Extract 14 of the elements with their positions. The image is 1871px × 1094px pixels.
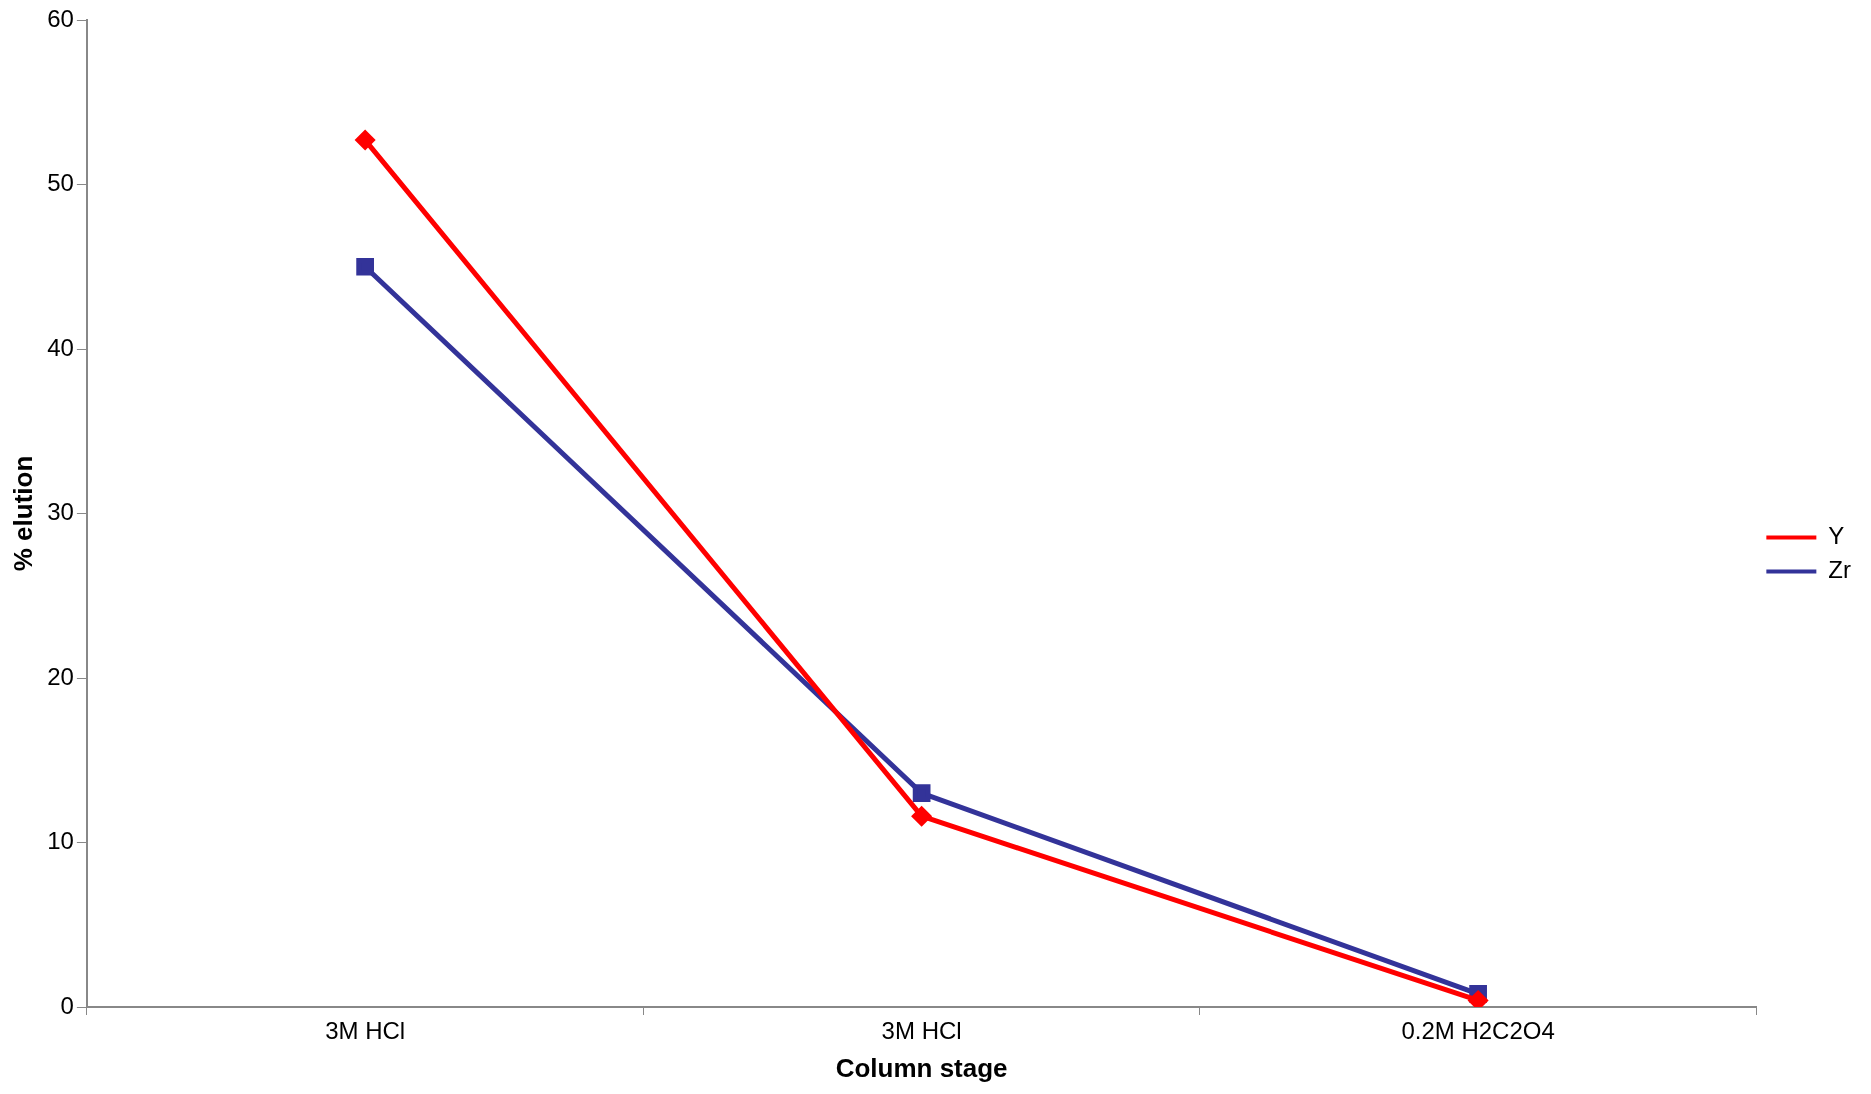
y-axis-title: % elution xyxy=(7,455,38,572)
x-tick-label: 3M HCl xyxy=(325,1017,406,1045)
y-tick-label: 10 xyxy=(47,827,74,855)
y-tick-label: 30 xyxy=(47,498,74,526)
x-tick-label: 0.2M H2C2O4 xyxy=(1401,1017,1555,1045)
x-tick-label: 3M HCl xyxy=(881,1017,962,1045)
legend-label: Y xyxy=(1828,522,1845,550)
y-tick-label: 0 xyxy=(60,991,74,1019)
x-axis-title: Column stage xyxy=(835,1052,1008,1083)
y-tick-label: 20 xyxy=(47,662,74,690)
legend-label: Zr xyxy=(1828,556,1852,584)
y-tick-label: 50 xyxy=(47,169,74,197)
y-tick-label: 40 xyxy=(47,333,74,361)
y-tick-label: 60 xyxy=(47,4,74,32)
